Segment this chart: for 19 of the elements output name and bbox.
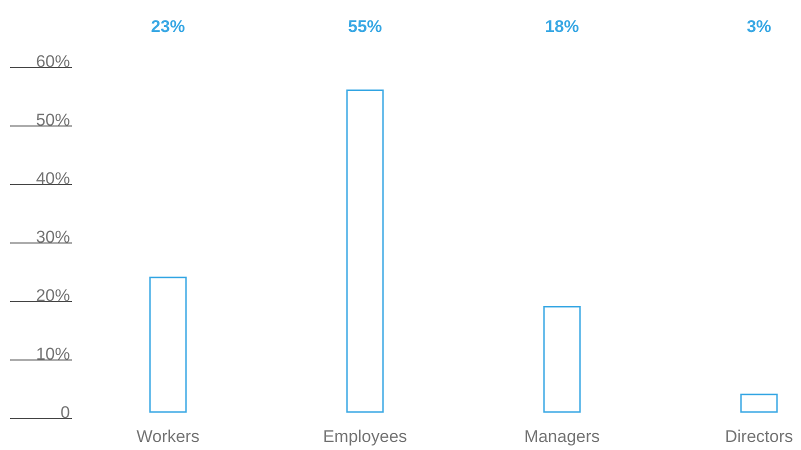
bar (740, 394, 778, 413)
y-tick-label: 50% (36, 110, 70, 130)
y-tick-label: 0 (60, 402, 70, 422)
bar (346, 90, 384, 413)
data-label: 3% (746, 17, 772, 36)
y-tick-label: 60% (36, 52, 70, 71)
y-tick-label: 30% (36, 227, 70, 246)
x-tick-label: Directors (724, 427, 794, 446)
x-tick-label: Employees (322, 427, 408, 446)
data-label: 55% (348, 17, 382, 36)
data-label: 23% (150, 17, 186, 36)
x-tick-label: Managers (524, 427, 600, 446)
y-tick-label: 40% (36, 168, 70, 188)
y-tick-label: 10% (36, 344, 70, 364)
bar (543, 306, 581, 413)
x-tick-label: Workers (136, 427, 200, 446)
bar (149, 276, 187, 413)
data-label: 18% (544, 17, 580, 36)
y-tick-label: 20% (36, 286, 70, 305)
